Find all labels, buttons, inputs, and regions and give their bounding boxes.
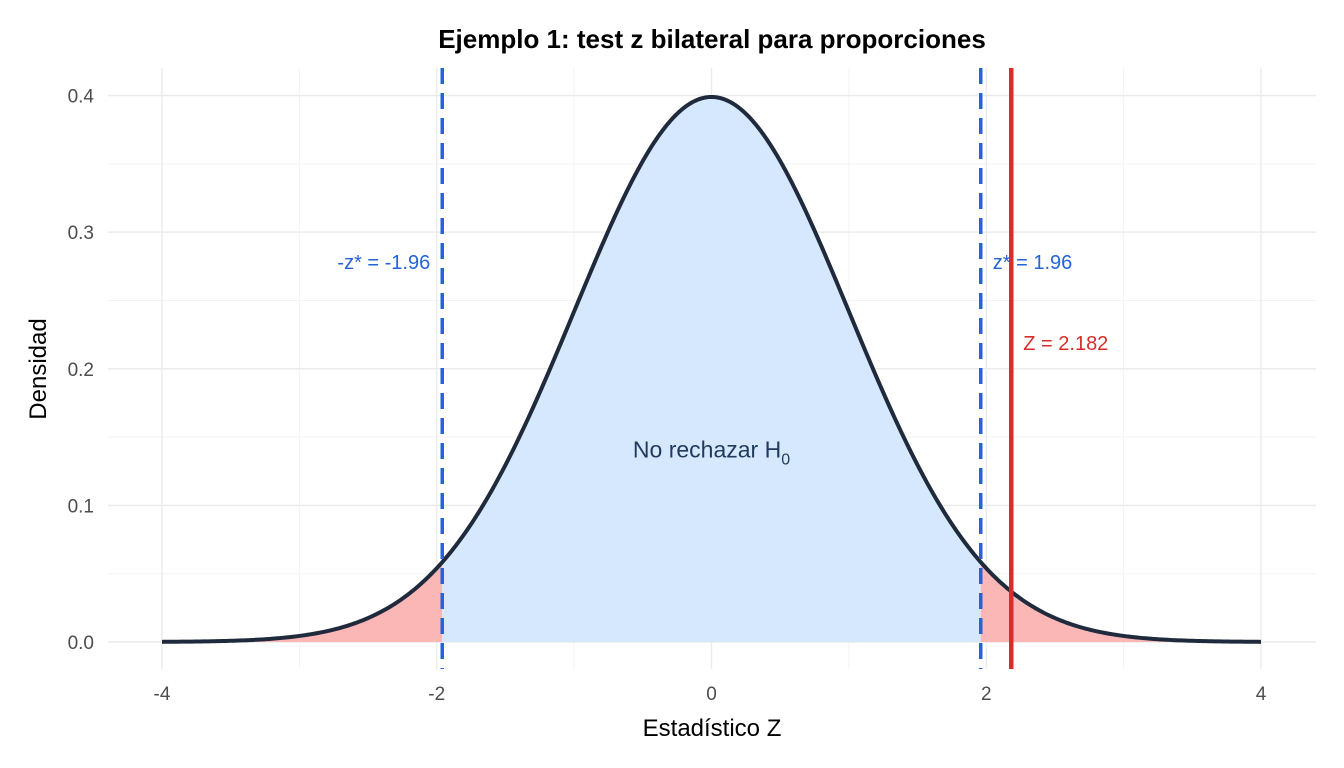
x-tick-label: 2 <box>981 684 992 705</box>
y-tick-label: 0.1 <box>68 496 94 517</box>
y-tick-label: 0.4 <box>68 87 95 108</box>
y-axis-title: Densidad <box>25 318 52 419</box>
center-label-subscript: 0 <box>781 452 790 469</box>
reference-lines <box>440 68 1014 669</box>
center-label-main: No rechazar H <box>633 437 781 463</box>
x-axis-title: Estadístico Z <box>643 715 782 742</box>
y-tick-label: 0.2 <box>68 360 94 381</box>
x-tick-label: 0 <box>706 684 717 705</box>
density-curve-layer <box>161 94 1262 644</box>
y-tick-label: 0.0 <box>68 633 94 654</box>
x-tick-label: -4 <box>154 684 171 705</box>
density-curve <box>161 94 1262 644</box>
regions <box>162 96 1261 642</box>
right-rejection-region <box>980 562 1261 642</box>
lower-critical-label: -z* = -1.96 <box>337 252 430 274</box>
acceptance-region <box>442 96 981 642</box>
upper-critical-label: z* = 1.96 <box>993 252 1073 274</box>
y-tick-label: 0.3 <box>68 223 94 244</box>
x-tick-label: 4 <box>1256 684 1267 705</box>
tick-labels: -4 -2 0 2 4 0.0 0.1 0.2 0.3 0.4 <box>68 87 1267 706</box>
chart-title: Ejemplo 1: test z bilateral para proporc… <box>438 24 986 54</box>
x-tick-label: -2 <box>428 684 445 705</box>
center-region-label: No rechazar H0 <box>633 437 790 469</box>
observed-z-label: Z = 2.182 <box>1023 333 1108 355</box>
left-rejection-region <box>162 562 443 642</box>
